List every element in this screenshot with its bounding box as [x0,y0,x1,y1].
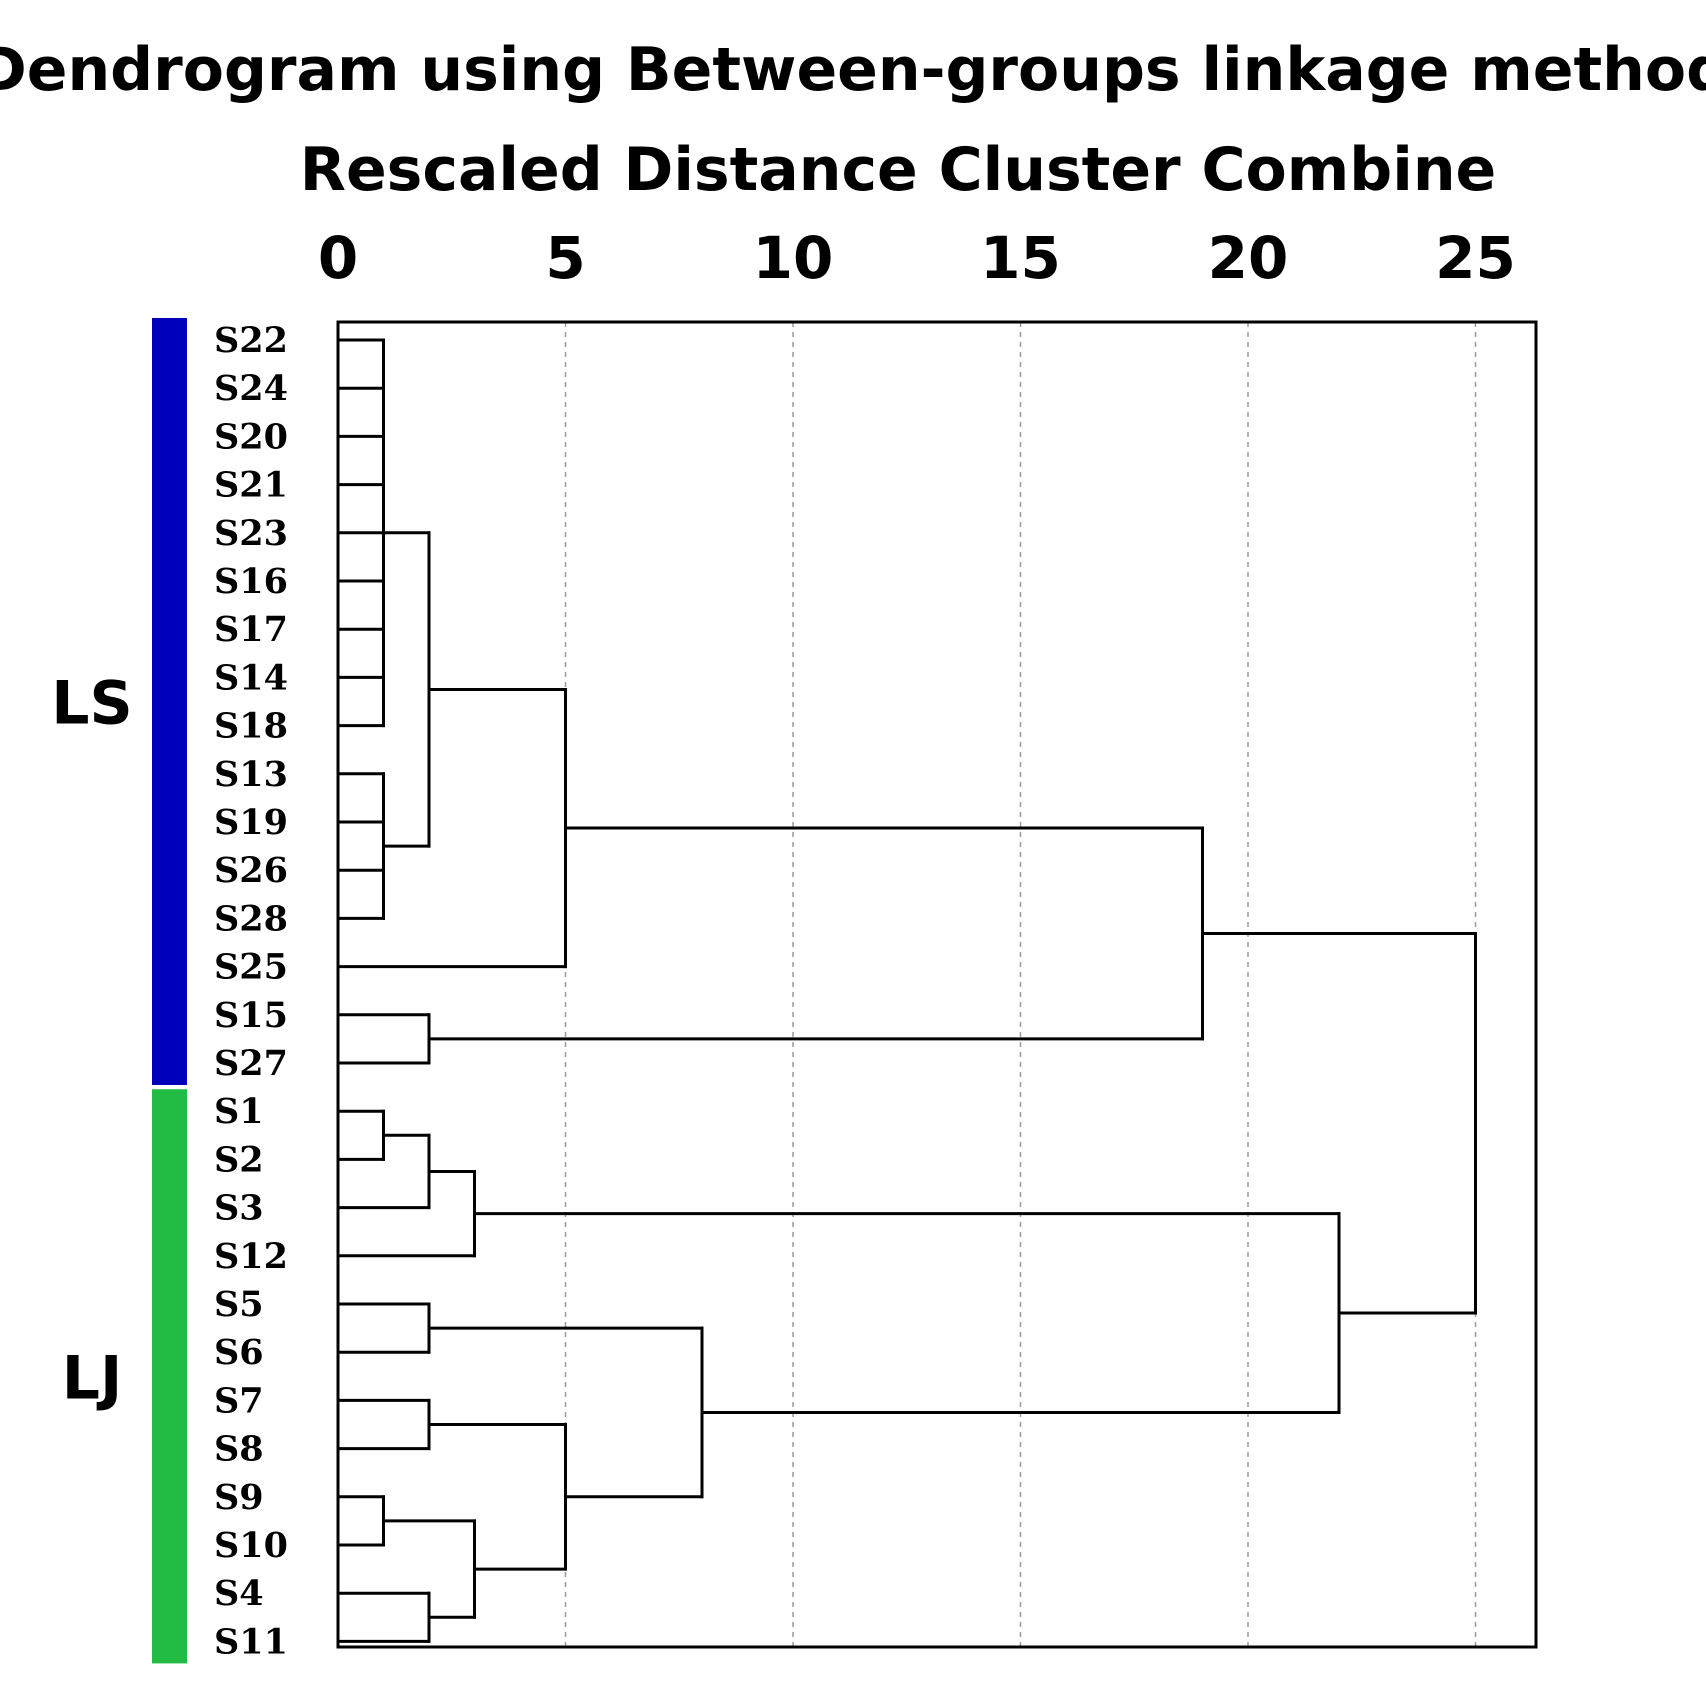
chart-title: Dendrogram using Between-groups linkage … [0,35,1706,105]
leaf-label: S4 [214,1573,264,1614]
leaf-label: S5 [214,1284,264,1325]
leaf-label: S8 [214,1429,264,1470]
leaf-label: S6 [214,1332,264,1373]
leaf-label: S16 [214,561,288,602]
dendrogram-links [336,338,1477,1643]
group-bar-ls [152,318,187,1085]
leaf-label: S25 [214,947,288,988]
x-tick-label: 10 [753,224,834,292]
leaf-label: S22 [214,320,288,361]
leaf-label: S24 [214,368,288,409]
group-bar-lj [152,1089,187,1664]
group-bars: LS LJ [51,318,187,1664]
leaf-label: S23 [214,513,288,554]
leaf-label: S21 [214,465,288,506]
x-tick-label: 0 [318,224,358,292]
leaf-label: S9 [214,1477,264,1518]
leaf-label: S7 [214,1380,264,1421]
x-tick-label: 5 [545,224,585,292]
leaf-label: S13 [214,754,288,795]
leaf-label: S27 [214,1043,288,1084]
group-label-lj: LJ [62,1343,123,1413]
leaf-label: S10 [214,1525,288,1566]
leaf-label: S17 [214,609,288,650]
leaf-label: S2 [214,1139,264,1180]
leaf-labels: S22 S24 S20 S21 S23 S16 S17 S14 S18 S13 S19 S26 S28 S… [214,320,288,1662]
leaf-label: S11 [214,1621,288,1662]
x-tick-label: 20 [1208,224,1289,292]
leaf-label: S18 [214,706,288,747]
group-label-ls: LS [51,669,132,739]
leaf-label: S14 [214,657,288,698]
leaf-label: S26 [214,850,288,891]
x-tick-label: 25 [1435,224,1516,292]
plot-frame [336,320,1538,1649]
leaf-label: S1 [214,1091,264,1132]
leaf-label: S15 [214,995,288,1036]
leaf-label: S28 [214,898,288,939]
x-axis-ticks: 0 5 10 15 20 25 [318,224,1516,292]
leaf-label: S20 [214,416,288,457]
leaf-label: S19 [214,802,288,843]
chart-subtitle: Rescaled Distance Cluster Combine [300,135,1496,205]
x-tick-label: 15 [980,224,1061,292]
leaf-label: S12 [214,1236,288,1277]
leaf-label: S3 [214,1188,264,1229]
